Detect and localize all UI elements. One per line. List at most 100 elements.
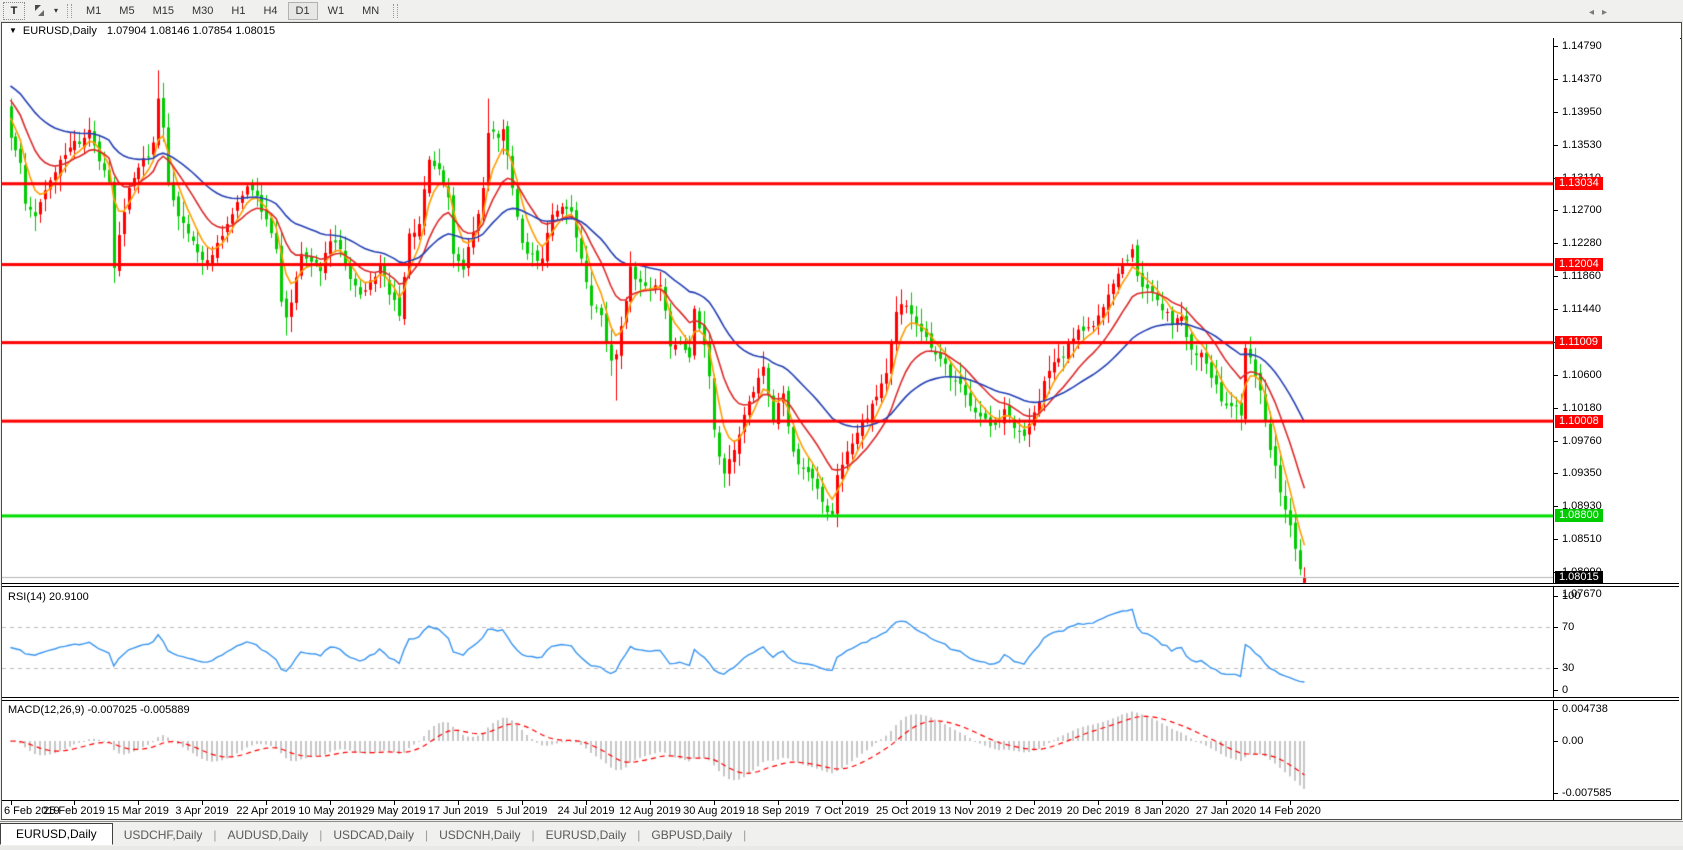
rsi-tick-label: 30 xyxy=(1562,662,1575,674)
time-tick-label: 14 Feb 2020 xyxy=(1259,805,1321,817)
time-axis[interactable]: 6 Feb 2019 25 Feb 2019 15 Mar 2019 3 Apr 20… xyxy=(2,800,1679,818)
timeframe-buttons: M1 M5 M15 M30 H1 H4 D1 W1 MN xyxy=(77,1,388,20)
style-tool-icon[interactable] xyxy=(31,3,47,19)
rsi-tick-label: 0 xyxy=(1562,684,1569,696)
macd-pane-label: MACD(12,26,9) -0.007025 -0.005889 xyxy=(8,704,190,716)
time-tick-label: 24 Jul 2019 xyxy=(557,805,615,817)
timeframe-button-w1[interactable]: W1 xyxy=(327,4,345,17)
axis-tick xyxy=(1554,473,1558,474)
chart-tab-bar: EURUSD,Daily USDCHF,Daily | AUDUSD,Daily | US… xyxy=(0,821,1683,847)
axis-tick xyxy=(1554,709,1558,710)
tab-separator: | xyxy=(213,827,217,842)
chart-symbol-title: EURUSD,Daily xyxy=(22,24,97,37)
time-tick xyxy=(330,801,331,805)
timeframe-button-d1[interactable]: D1 xyxy=(287,1,318,20)
time-tick xyxy=(970,801,971,805)
time-tick-label: 6 Feb 2019 xyxy=(4,805,60,817)
time-tick xyxy=(1162,801,1163,805)
timeframe-button-m15[interactable]: M15 xyxy=(152,4,174,17)
price-tick-label: 1.14790 xyxy=(1562,40,1602,52)
chart-tab-6-gbpusd[interactable]: GBPUSD,Daily xyxy=(651,827,733,842)
time-tick-label: 29 May 2019 xyxy=(362,805,426,817)
tab-separator: | xyxy=(743,827,747,842)
timeframe-button-m1[interactable]: M1 xyxy=(86,4,102,17)
macd-tick-label: 0.00 xyxy=(1562,735,1584,747)
text-tool-button[interactable]: T xyxy=(3,1,25,20)
axis-tick xyxy=(1554,112,1558,113)
time-tick xyxy=(650,801,651,805)
chart-tab-0-eurusd[interactable]: EURUSD,Daily xyxy=(0,822,113,845)
axis-tick xyxy=(1554,375,1558,376)
time-tick-label: 17 Jun 2019 xyxy=(427,805,489,817)
time-tick xyxy=(202,801,203,805)
chart-title-bar: ▼ EURUSD,Daily 1.07904 1.08146 1.07854 1… xyxy=(2,23,1681,39)
time-tick xyxy=(11,801,12,805)
time-tick-label: 22 Apr 2019 xyxy=(236,805,296,817)
time-tick xyxy=(1290,801,1291,805)
time-tick-label: 25 Oct 2019 xyxy=(876,805,936,817)
toolbar-grip[interactable] xyxy=(67,3,73,18)
time-tick xyxy=(394,801,395,805)
rsi-pane-label: RSI(14) 20.9100 xyxy=(8,591,89,603)
axis-tick xyxy=(1554,741,1558,742)
time-tick xyxy=(714,801,715,805)
axis-tick xyxy=(1554,408,1558,409)
price-axis[interactable]: 1.147901.143701.139501.135301.131101.127… xyxy=(1553,38,1680,800)
timeframe-button-mn[interactable]: MN xyxy=(362,4,380,17)
axis-tick xyxy=(1554,668,1558,669)
axis-tick xyxy=(1554,46,1558,47)
chart-tab-5-eurusd[interactable]: EURUSD,Daily xyxy=(545,827,627,842)
timeframe-button-h4[interactable]: H4 xyxy=(263,4,278,17)
price-tick-label: 1.07670 xyxy=(1562,588,1602,600)
time-tick xyxy=(1226,801,1227,805)
time-tick-label: 25 Feb 2019 xyxy=(43,805,105,817)
macd-tick-label: 0.004738 xyxy=(1562,703,1608,715)
price-tick-label: 1.14370 xyxy=(1562,73,1602,85)
axis-tick xyxy=(1554,243,1558,244)
time-tick-label: 7 Oct 2019 xyxy=(815,805,869,817)
tab-separator: | xyxy=(637,827,641,842)
axis-tick xyxy=(1554,596,1558,597)
price-tick-label: 1.11860 xyxy=(1562,270,1601,282)
time-tick-label: 30 Aug 2019 xyxy=(683,805,745,817)
axis-tick xyxy=(1554,539,1558,540)
price-tick-label: 1.13530 xyxy=(1562,139,1602,151)
chart-tab-3-usdcad[interactable]: USDCAD,Daily xyxy=(333,827,414,842)
time-tick-label: 2 Dec 2019 xyxy=(1005,805,1063,817)
price-line-label: 1.08015 xyxy=(1555,571,1603,584)
chart-window: ▼ EURUSD,Daily 1.07904 1.08146 1.07854 1… xyxy=(1,22,1682,820)
timeframe-button-h1[interactable]: H1 xyxy=(231,4,246,17)
title-dropdown-icon[interactable]: ▼ xyxy=(9,26,17,35)
axis-tick xyxy=(1554,690,1558,691)
axis-tick xyxy=(1554,627,1558,628)
chart-tab-4-usdcnh[interactable]: USDCNH,Daily xyxy=(439,827,521,842)
axis-tick xyxy=(1554,276,1558,277)
time-tick xyxy=(586,801,587,805)
time-tick xyxy=(74,801,75,805)
axis-tick xyxy=(1554,441,1558,442)
timeframe-button-m5[interactable]: M5 xyxy=(119,4,135,17)
chart-canvas[interactable] xyxy=(2,38,1553,800)
axis-tick xyxy=(1554,210,1558,211)
chart-tab-1-usdchf[interactable]: USDCHF,Daily xyxy=(123,827,203,842)
tab-separator: | xyxy=(319,827,323,842)
pane-separator-rsi[interactable] xyxy=(2,583,1679,587)
pane-separator-macd[interactable] xyxy=(2,697,1679,701)
price-tick-label: 1.13950 xyxy=(1562,106,1602,118)
price-tick-label: 1.12280 xyxy=(1562,237,1602,249)
time-tick xyxy=(1034,801,1035,805)
time-tick xyxy=(906,801,907,805)
axis-tick xyxy=(1554,79,1558,80)
rsi-tick-label: 100 xyxy=(1562,590,1581,602)
style-tool-dropdown-icon[interactable]: ▾ xyxy=(54,6,59,15)
time-tick xyxy=(778,801,779,805)
chart-tab-2-audusd[interactable]: AUDUSD,Daily xyxy=(227,827,309,842)
tab-scroll-arrows[interactable]: ◂▸ xyxy=(1588,7,1615,18)
time-tick xyxy=(266,801,267,805)
price-line-label: 1.13034 xyxy=(1555,177,1603,190)
timeframe-button-m30[interactable]: M30 xyxy=(191,4,214,17)
tab-separator: | xyxy=(531,827,535,842)
time-tick-label: 27 Jan 2020 xyxy=(1195,805,1257,817)
time-tick-label: 3 Apr 2019 xyxy=(175,805,229,817)
toolbar-grip-2[interactable] xyxy=(393,3,399,18)
